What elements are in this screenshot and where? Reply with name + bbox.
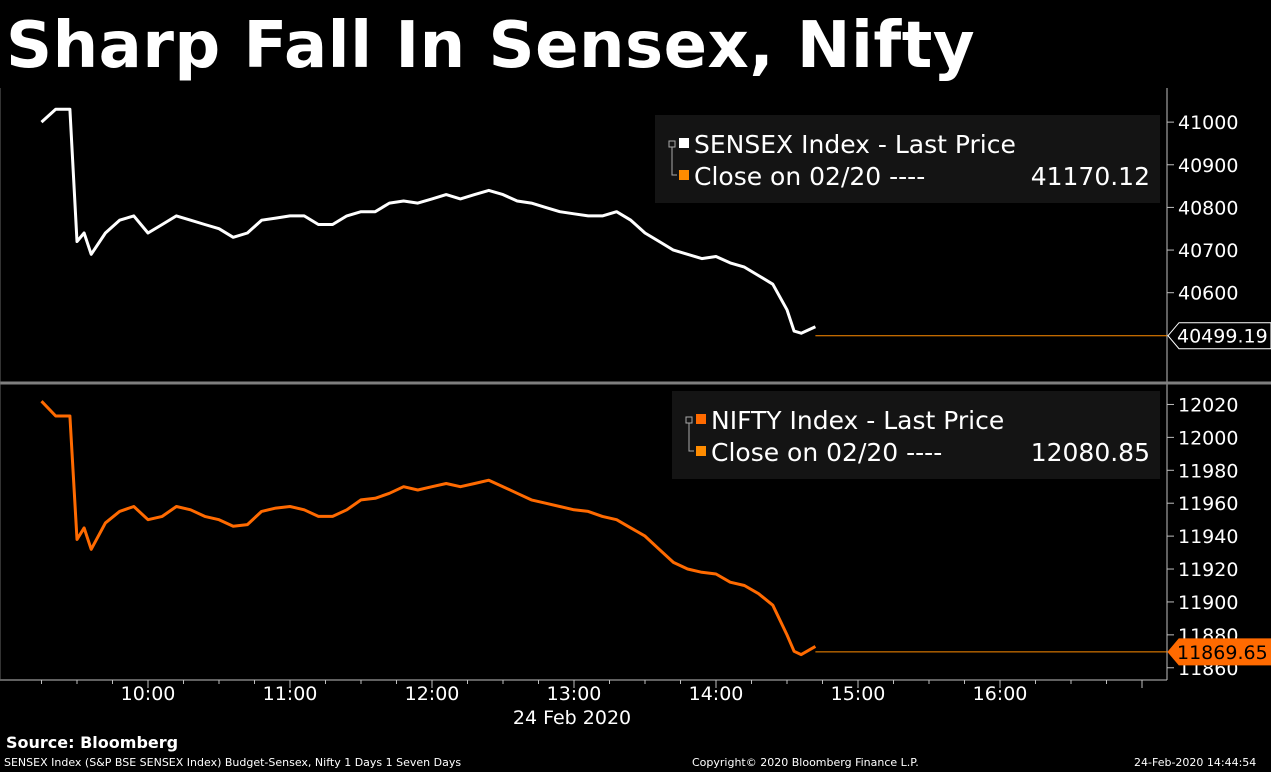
nifty-ytick-label: 11960 bbox=[1178, 493, 1238, 515]
nifty-ytick-label: 12020 bbox=[1178, 394, 1238, 416]
x-tick-label: 12:00 bbox=[405, 683, 460, 705]
x-tick-label: 14:00 bbox=[689, 683, 744, 705]
sensex-legend: SENSEX Index - Last Price Close on 02/20 … bbox=[655, 115, 1160, 203]
nifty-legend-close-label: Close on 02/20 ---- bbox=[711, 438, 942, 467]
sensex-legend-close-value: 41170.12 bbox=[1031, 162, 1150, 191]
sensex-ytick-label: 40900 bbox=[1178, 155, 1238, 177]
x-tick-label: 13:00 bbox=[547, 683, 602, 705]
nifty-legend-connector-line bbox=[688, 423, 694, 452]
sensex-last-value-box bbox=[1167, 322, 1271, 350]
sensex-legend-bg bbox=[655, 115, 1160, 203]
footer-description: SENSEX Index (S&P BSE SENSEX Index) Budg… bbox=[4, 756, 462, 769]
sensex-last-value-tag: 40499.19 bbox=[1167, 322, 1271, 350]
sensex-legend-close-label: Close on 02/20 ---- bbox=[694, 162, 925, 191]
chart-frame bbox=[0, 88, 1271, 681]
nifty-ytick-label: 11900 bbox=[1178, 592, 1238, 614]
sensex-ytick-label: 41000 bbox=[1178, 112, 1238, 134]
x-tick-label: 16:00 bbox=[973, 683, 1028, 705]
nifty-legend-close-swatch bbox=[696, 446, 706, 456]
nifty-ytick-label: 11920 bbox=[1178, 559, 1238, 581]
sensex-legend-close-swatch bbox=[679, 170, 689, 180]
nifty-legend-bg bbox=[672, 391, 1160, 479]
sensex-ytick-label: 40700 bbox=[1178, 240, 1238, 262]
nifty-legend-series-label: NIFTY Index - Last Price bbox=[711, 406, 1004, 435]
nifty-panel: 1202012000119801196011940119201190011880… bbox=[40, 391, 1271, 680]
nifty-ytick-label: 11980 bbox=[1178, 460, 1238, 482]
nifty-legend-swatch bbox=[696, 414, 706, 424]
sensex-ytick-label: 40800 bbox=[1178, 197, 1238, 219]
nifty-last-value-label: 11869.65 bbox=[1177, 642, 1268, 664]
nifty-last-value-tag: 11869.65 bbox=[1167, 638, 1271, 666]
source-label: Source: Bloomberg bbox=[6, 733, 179, 752]
nifty-legend: NIFTY Index - Last Price Close on 02/20 -… bbox=[672, 391, 1160, 479]
sensex-last-value-label: 40499.19 bbox=[1177, 326, 1268, 348]
sensex-series-line bbox=[40, 107, 817, 335]
sensex-panel: 41000 40900 40800 40700 40600 40499.19 SENSEX … bbox=[40, 107, 1271, 350]
x-tick-label: 15:00 bbox=[831, 683, 886, 705]
footer-copyright: Copyright© 2020 Bloomberg Finance L.P. bbox=[692, 756, 919, 769]
x-date-label: 24 Feb 2020 bbox=[513, 707, 631, 729]
sensex-legend-series-label: SENSEX Index - Last Price bbox=[694, 130, 1016, 159]
nifty-legend-close-value: 12080.85 bbox=[1031, 438, 1150, 467]
x-tick-label: 10:00 bbox=[121, 683, 176, 705]
x-axis: 10:00 11:00 12:00 13:00 14:00 15:00 16:00 24 Fe… bbox=[41, 680, 1143, 729]
x-tick-label: 11:00 bbox=[263, 683, 318, 705]
nifty-series-line bbox=[40, 400, 817, 657]
sensex-legend-swatch bbox=[679, 138, 689, 148]
nifty-ytick-label: 12000 bbox=[1178, 427, 1238, 449]
sensex-ytick-label: 40600 bbox=[1178, 283, 1238, 305]
chart-title: Sharp Fall In Sensex, Nifty bbox=[6, 9, 976, 83]
sensex-legend-connector-line bbox=[671, 147, 677, 176]
nifty-last-value-box bbox=[1167, 638, 1271, 666]
nifty-ytick-label: 11940 bbox=[1178, 526, 1238, 548]
footer-timestamp: 24-Feb-2020 14:44:54 bbox=[1134, 756, 1257, 769]
